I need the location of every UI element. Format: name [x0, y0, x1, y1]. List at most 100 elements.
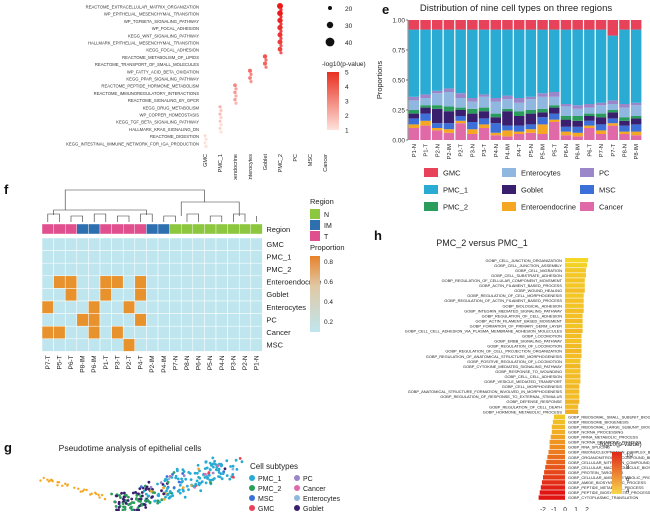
bar-segment-enteroendocrine — [549, 119, 560, 122]
bar-segment-enterocytes — [619, 107, 630, 118]
cell-point — [178, 491, 182, 495]
heatmap-cell — [134, 300, 147, 314]
bar-segment-goblet — [619, 120, 630, 126]
heatmap-cell — [157, 288, 170, 302]
dendrogram-branch — [186, 213, 199, 222]
cell-point — [219, 462, 223, 466]
cell-point — [123, 505, 127, 509]
x-tick-label: P6-T — [587, 144, 593, 157]
cell-point-enteroendocrine — [95, 492, 98, 496]
cell-point-enteroendocrine — [46, 478, 49, 481]
bar-segment-msc — [525, 124, 537, 130]
size-legend-label: 30 — [345, 23, 353, 30]
cell-point — [185, 484, 189, 488]
cell-point — [129, 506, 132, 510]
bar-segment-enterocytes — [443, 92, 455, 107]
cell-point — [213, 477, 216, 480]
enrichment-bar — [545, 465, 565, 470]
bar-segment-msc — [467, 122, 478, 130]
heatmap-cell — [76, 313, 89, 327]
bar-segment-goblet — [420, 107, 431, 114]
dendrogram-branch — [47, 213, 60, 222]
pathway-label: GOBP_REGULATION_OF_CELLULAR_COMPONENT_MO… — [442, 278, 563, 283]
bar-segment-pc — [408, 96, 420, 101]
region-annotation-cell — [180, 223, 193, 235]
x-tick-label: -2 — [540, 506, 546, 511]
dotplot-pathway-label: WP_EPITHELIAL_MESENCHYMAL_TRANSITION — [104, 12, 199, 17]
pathway-label: GOBP_CELL_SUBSTRATE_ADHESION — [491, 273, 562, 278]
dotplot-pathway-label: WP_FATTY_ACID_BETA_OXIDATION — [127, 69, 199, 74]
dotplot-point — [218, 126, 222, 130]
bar-segment-pmc_1 — [467, 29, 478, 99]
cell-point — [129, 502, 132, 506]
enrichment-bar — [565, 288, 585, 293]
cell-point — [156, 494, 160, 497]
heatmap-cell — [204, 325, 217, 340]
proportion-legend-tick: 0.2 — [324, 319, 333, 326]
cell-point — [122, 491, 126, 495]
dotplot-point — [218, 119, 222, 123]
heatmap-cell — [99, 325, 112, 340]
heatmap-cell — [180, 250, 194, 264]
bar-segment-msc — [595, 124, 607, 131]
cell-point — [217, 475, 220, 478]
x-tick-label: 1 — [574, 506, 578, 511]
enrichment-bar — [565, 379, 581, 384]
x-tick-label: P7-T — [611, 144, 617, 157]
cell-point — [228, 477, 232, 481]
color-legend-title: -log10(p-value) — [598, 441, 642, 448]
cell-point — [137, 499, 141, 503]
heatmap-cell — [215, 313, 228, 327]
bar-segment-pmc_2 — [502, 108, 513, 112]
bar-segment-pc — [502, 95, 513, 100]
bar-segment-pc — [490, 98, 501, 102]
cell-point-enteroendocrine — [79, 490, 82, 493]
x-tick-label: 0 — [563, 506, 567, 511]
pathway-label: GOBP_RIBONUCLEOPROTEIN_COMPLEX_BIOGENESI… — [568, 450, 650, 455]
heatmap-column-label: P4-T — [138, 355, 145, 369]
dotplot-point — [264, 65, 268, 69]
dendrogram-branch — [64, 189, 205, 210]
heatmap-cell — [250, 325, 263, 340]
legend-label: Enterocytes — [303, 496, 340, 503]
heatmap-cell — [88, 275, 101, 289]
heatmap-cell — [122, 237, 136, 251]
legend-label: Enteroendocrine — [521, 203, 576, 212]
enrichment-bar — [565, 258, 589, 263]
bar-segment-enterocytes — [455, 98, 466, 108]
cell-point — [115, 494, 119, 498]
color-legend-tick: 8 — [626, 465, 630, 471]
heatmap-column-label: P4-IM — [161, 355, 168, 372]
heatmap-cell — [169, 288, 182, 302]
legend-swatch — [580, 168, 594, 177]
cell-point — [113, 500, 117, 504]
bar-segment-cancer — [619, 134, 630, 140]
bar-segment-enteroendocrine — [420, 120, 431, 126]
bar-segment-cancer — [537, 134, 548, 140]
panel-e: e Distribution of nine cell types on thr… — [372, 0, 650, 225]
heatmap-row-label: Cancer — [266, 328, 291, 337]
heatmap-column-label: P5-T — [56, 355, 63, 369]
cell-point — [196, 471, 199, 475]
heatmap-cell — [146, 325, 159, 340]
region-annotation-cell — [111, 223, 124, 235]
heatmap-cell — [134, 237, 147, 251]
bar-segment-cancer — [595, 134, 607, 140]
heatmap-cell — [250, 237, 263, 251]
heatmap-cell — [64, 325, 78, 340]
dendrogram-branch — [53, 209, 147, 215]
bar-segment-enteroendocrine — [513, 131, 525, 134]
heatmap-cell — [99, 237, 112, 251]
enrichment-bar — [565, 353, 582, 359]
bar-segment-pmc_2 — [525, 110, 537, 114]
cell-point — [199, 489, 203, 493]
cell-point — [189, 478, 193, 481]
bar-segment-goblet — [525, 113, 537, 125]
heatmap-cell — [192, 300, 205, 314]
bar-segment-cancer — [490, 135, 501, 140]
enrichment-bar — [565, 303, 584, 308]
heatmap-cell — [41, 275, 54, 289]
bar-segment-enteroendocrine — [443, 129, 455, 133]
heatmap-cell — [169, 237, 182, 251]
size-legend-label: 20 — [345, 6, 353, 13]
